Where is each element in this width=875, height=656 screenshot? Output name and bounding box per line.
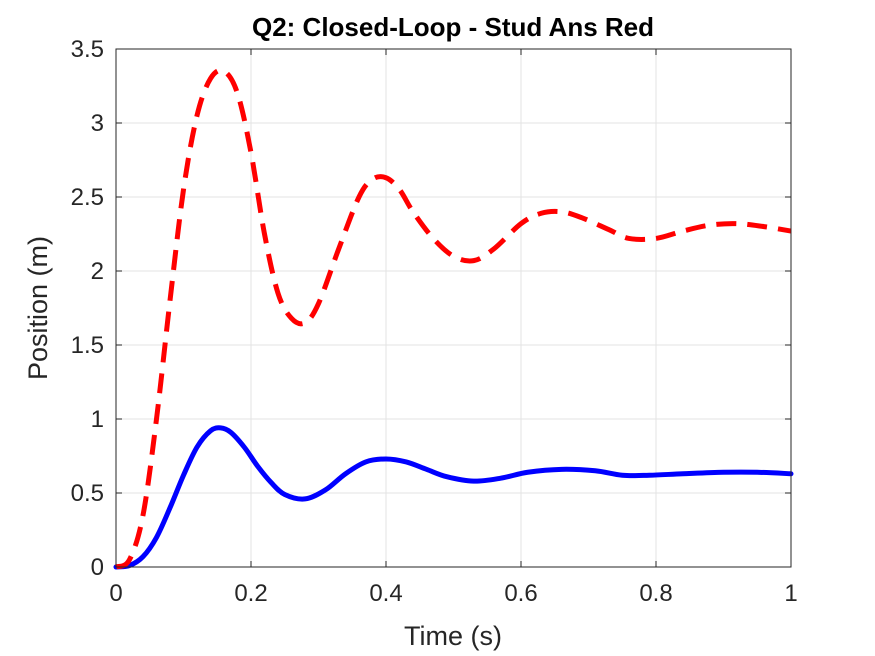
- y-tick-label: 2.5: [71, 184, 104, 211]
- x-axis-label: Time (s): [404, 621, 502, 651]
- y-tick-label: 1.5: [71, 332, 104, 359]
- series-lines: [113, 67, 794, 570]
- axis-ticks: 0 0.2 0.4 0.6 0.8 1 0 0.5 1 1.5 2 2.5 3 3.5: [71, 36, 798, 607]
- y-tick-label: 1: [91, 406, 104, 433]
- axes-box: [115, 48, 792, 568]
- x-tick-label: 0.6: [504, 580, 537, 607]
- grid-lines: [115, 48, 792, 568]
- y-tick-label: 0: [91, 554, 104, 581]
- y-tick-label: 0.5: [71, 480, 104, 507]
- x-tick-label: 0.2: [234, 580, 267, 607]
- red-dashed-series-line: [114, 67, 792, 570]
- chart-title: Q2: Closed-Loop - Stud Ans Red: [252, 12, 654, 42]
- x-tick-label: 0.4: [369, 580, 402, 607]
- x-tick-label: 0.8: [639, 580, 672, 607]
- y-tick-label: 3.5: [71, 36, 104, 63]
- y-axis-label: Position (m): [23, 236, 53, 380]
- y-tick-label: 2: [91, 258, 104, 285]
- x-tick-label: 0: [109, 580, 122, 607]
- x-tick-label: 1: [784, 580, 797, 607]
- y-tick-label: 3: [91, 110, 104, 137]
- blue-solid-series-line: [113, 425, 794, 570]
